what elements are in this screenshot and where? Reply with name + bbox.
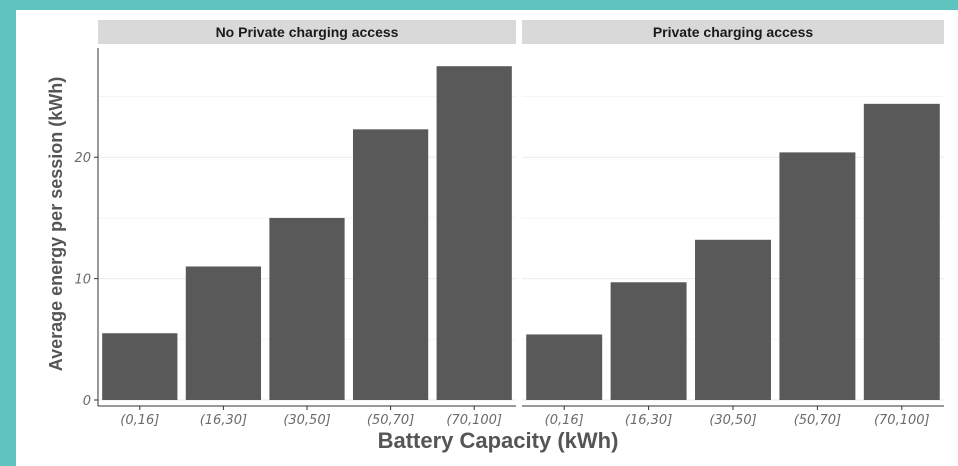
bar-2-2 — [610, 282, 687, 400]
bar-1-2 — [185, 266, 262, 400]
y-tick-label: 10 — [74, 273, 91, 288]
x-tick-label: (16,30] — [200, 413, 247, 428]
bar-2-3 — [695, 239, 771, 400]
x-tick-label: (0,16] — [120, 413, 159, 428]
bar-1-3 — [269, 217, 345, 400]
x-tick-label: (30,50] — [283, 413, 330, 428]
bar-2-1 — [526, 334, 603, 400]
y-axis-title: Average energy per session (kWh) — [46, 77, 66, 371]
bar-1-5 — [436, 66, 512, 400]
x-tick-label: (70,100] — [874, 413, 930, 428]
facet-title-2: Private charging access — [653, 24, 814, 40]
x-tick-label: (30,50] — [709, 413, 756, 428]
facet-strip-1 — [98, 20, 516, 44]
y-tick-label: 0 — [83, 394, 91, 409]
faceted-bar-chart: No Private charging access (0,16] (16,30] (… — [46, 20, 944, 453]
x-tick-label: (16,30] — [625, 413, 672, 428]
bar-1-4 — [352, 129, 429, 400]
x-tick-label: (50,70] — [794, 413, 841, 428]
facet-strip-2 — [522, 20, 944, 44]
chart-frame: No Private charging access (0,16] (16,30] (… — [16, 10, 958, 466]
bar-1-1 — [102, 333, 178, 400]
x-tick-label: (50,70] — [367, 413, 414, 428]
bar-2-4 — [779, 152, 856, 400]
x-axis-title: Battery Capacity (kWh) — [378, 428, 619, 453]
y-tick-label: 20 — [74, 151, 91, 166]
x-tick-label: (0,16] — [545, 413, 584, 428]
facet-title-1: No Private charging access — [216, 24, 399, 40]
bar-2-5 — [863, 103, 940, 401]
x-tick-label: (70,100] — [446, 413, 502, 428]
